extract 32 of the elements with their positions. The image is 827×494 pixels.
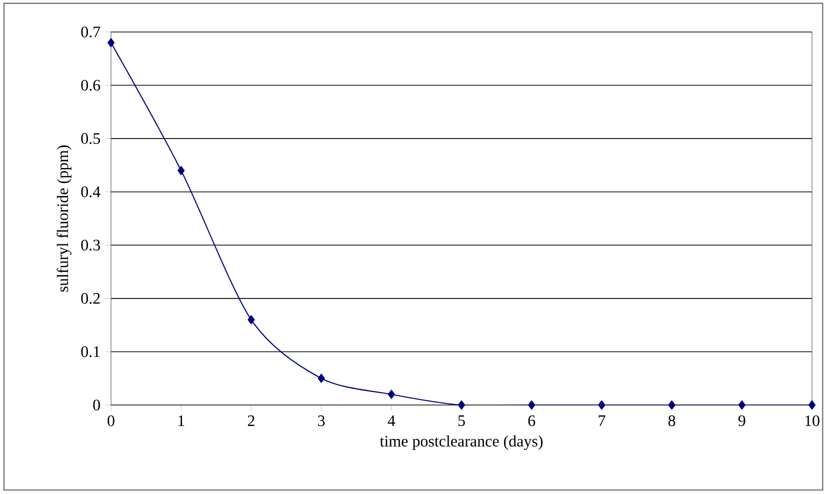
point — [388, 390, 395, 399]
x-tick-label: 9 — [738, 415, 746, 426]
point — [458, 400, 466, 410]
y-tick-label: 0.3 — [81, 240, 100, 251]
x-tick-label: 8 — [668, 415, 676, 426]
x-axis-title: time postclearance (days) — [380, 435, 543, 450]
y-tick-label: 0.6 — [81, 80, 100, 91]
x-tick-label: 6 — [528, 415, 536, 426]
y-tick-label: 0 — [93, 400, 100, 410]
y-tick-label: 0.4 — [81, 186, 100, 198]
point — [738, 400, 746, 410]
x-tick-label: 1 — [178, 415, 184, 426]
x-tick-label: 4 — [388, 415, 396, 426]
x-tick-label: 7 — [598, 415, 606, 426]
x-tick-label: 5 — [458, 415, 465, 426]
point — [178, 166, 185, 176]
x-tick-label: 10 — [805, 415, 820, 426]
y-tick-label: 0.2 — [81, 292, 100, 304]
point — [808, 400, 816, 410]
point — [248, 315, 255, 324]
x-tick-label: 2 — [248, 415, 254, 426]
point — [107, 38, 115, 48]
x-tick-label: 3 — [318, 415, 325, 426]
y-axis-title: sulfuryl fluoride (ppm) — [56, 145, 72, 292]
y-tick-label: 0.7 — [81, 26, 100, 38]
point — [598, 400, 606, 410]
point — [318, 374, 325, 383]
x-tick-label: 0 — [108, 415, 114, 426]
point — [668, 400, 676, 410]
y-tick-label: 0.1 — [81, 346, 100, 358]
point — [528, 400, 536, 410]
y-tick-label: 0.5 — [81, 133, 100, 144]
